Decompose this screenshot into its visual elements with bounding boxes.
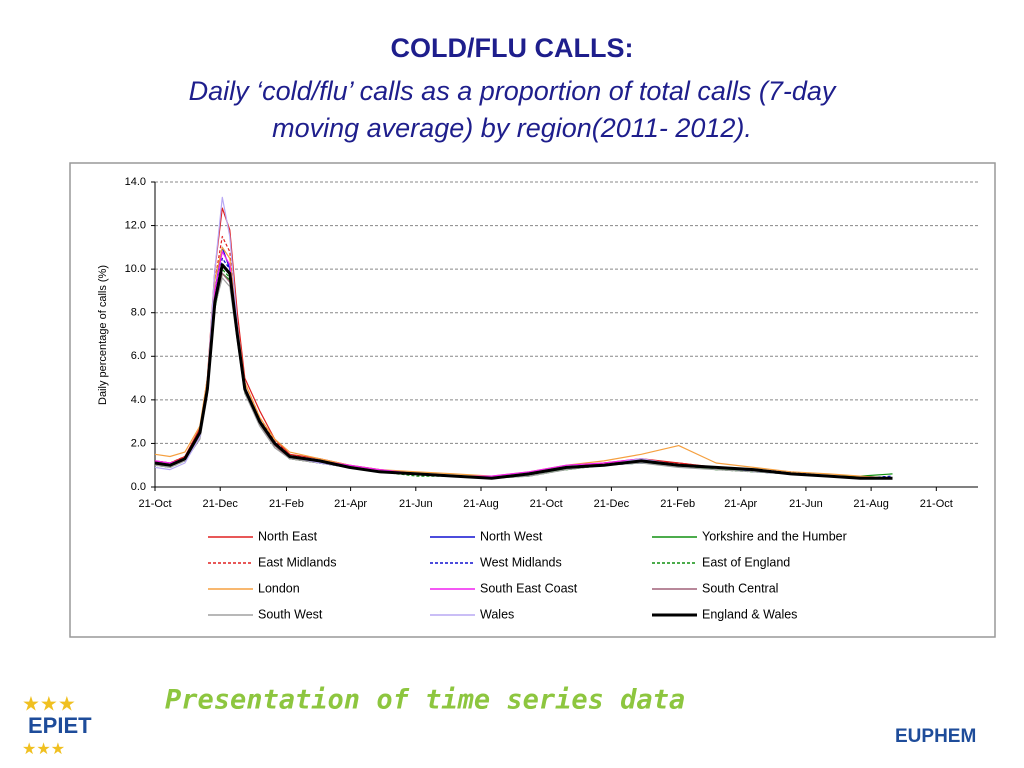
- x-tick-label: 21-Dec: [594, 498, 630, 510]
- x-tick-label: 21-Oct: [138, 498, 171, 510]
- legend-label: East Midlands: [258, 555, 337, 569]
- y-tick-label: 4.0: [131, 394, 146, 406]
- x-tick-label: 21-Apr: [724, 498, 757, 510]
- legend-label: Yorkshire and the Humber: [702, 529, 847, 543]
- x-tick-label: 21-Aug: [853, 498, 888, 510]
- y-tick-label: 8.0: [131, 307, 146, 319]
- legend-label: South Central: [702, 581, 778, 595]
- legend-label: East of England: [702, 555, 790, 569]
- logo-stars: ★★★: [22, 741, 65, 758]
- x-tick-label: 21-Oct: [920, 498, 953, 510]
- legend-label: South West: [258, 607, 323, 621]
- legend-label: Wales: [480, 607, 514, 621]
- legend-label: South East Coast: [480, 581, 578, 595]
- slide-title: COLD/FLU CALLS:: [391, 33, 634, 63]
- y-tick-label: 12.0: [125, 219, 146, 231]
- x-tick-label: 21-Jun: [789, 498, 823, 510]
- legend-label: North West: [480, 529, 543, 543]
- slide-subtitle: moving average) by region(2011- 2012).: [272, 113, 752, 143]
- chart: 0.0 2.0 4.0 6.0 8.0 10.0 12.0 14.0 21-Oct 21-Dec 2…: [125, 176, 978, 621]
- x-tick-label: 21-Dec: [202, 498, 238, 510]
- y-tick-label: 6.0: [131, 350, 146, 362]
- epiet-logo: ★★★ EPIET ★★★: [22, 693, 92, 758]
- legend-label: England & Wales: [702, 607, 797, 621]
- x-tick-label: 21-Oct: [530, 498, 563, 510]
- y-tick-label: 0.0: [131, 481, 146, 493]
- x-tick-label: 21-Aug: [463, 498, 498, 510]
- y-axis-label: Daily percentage of calls (%): [97, 265, 109, 405]
- legend-label: West Midlands: [480, 555, 562, 569]
- footer-text: Presentation of time series data: [165, 685, 685, 716]
- legend-label: North East: [258, 529, 318, 543]
- logo-stars: ★★★: [22, 693, 76, 715]
- y-tick-label: 14.0: [125, 176, 146, 188]
- legend-label: London: [258, 581, 300, 595]
- series-line: [154, 263, 893, 480]
- x-tick-label: 21-Apr: [334, 498, 367, 510]
- y-tick-label: 2.0: [131, 437, 146, 449]
- y-tick-label: 10.0: [125, 263, 146, 275]
- x-tick-label: 21-Feb: [660, 498, 695, 510]
- x-tick-label: 21-Feb: [269, 498, 304, 510]
- x-tick-label: 21-Jun: [399, 498, 433, 510]
- euphem-logo: EUPHEM: [895, 726, 976, 747]
- logo-text: EPIET: [28, 713, 92, 738]
- slide-subtitle: Daily ‘cold/flu’ calls as a proportion o…: [189, 76, 837, 106]
